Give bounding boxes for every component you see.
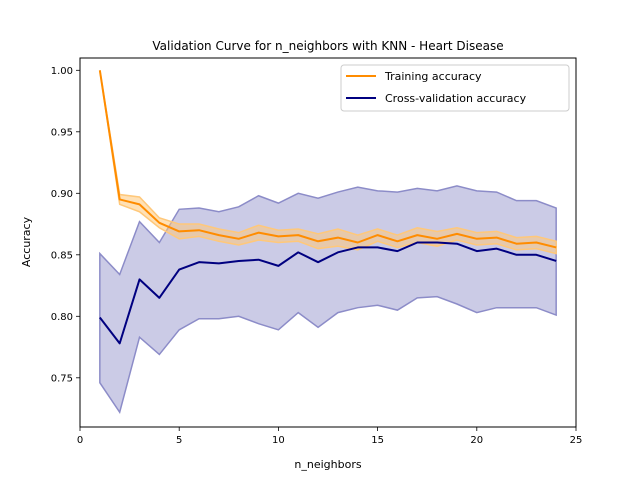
x-axis-label: n_neighbors	[294, 458, 361, 471]
y-tick-label: 0.95	[51, 127, 73, 138]
axes-frame	[79, 57, 577, 428]
y-tick-label: 0.90	[51, 189, 73, 200]
x-tick-label: 20	[470, 435, 483, 446]
x-tick-label: 10	[272, 435, 285, 446]
x-tick-label: 5	[176, 435, 182, 446]
x-tick-label: 0	[77, 435, 83, 446]
legend-label-cross-validation: Cross-validation accuracy	[385, 92, 527, 105]
legend: Training accuracy Cross-validation accur…	[340, 64, 570, 112]
x-tick-label: 25	[570, 435, 583, 446]
axis-ticks: 0 5 10 15 20 25 0.75 0.80 0.85 0.90 0.95 1.00	[51, 66, 583, 446]
y-tick-label: 0.75	[51, 373, 73, 384]
plot-area	[98, 70, 557, 415]
legend-box	[340, 64, 570, 112]
x-tick-label: 15	[371, 435, 384, 446]
cross-validation-accuracy-line	[99, 241, 557, 345]
y-tick-label: 0.80	[51, 312, 73, 323]
y-tick-label: 0.85	[51, 250, 73, 261]
y-tick-label: 1.00	[51, 66, 73, 77]
chart-title: Validation Curve for n_neighbors with KN…	[152, 39, 503, 53]
y-axis-label: Accuracy	[20, 216, 33, 267]
legend-label-training: Training accuracy	[384, 70, 482, 83]
training-accuracy-line	[98, 70, 557, 249]
